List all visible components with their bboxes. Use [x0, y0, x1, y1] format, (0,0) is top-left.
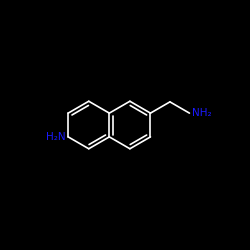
Text: NH₂: NH₂	[192, 108, 212, 118]
Text: H₂N: H₂N	[46, 132, 65, 142]
